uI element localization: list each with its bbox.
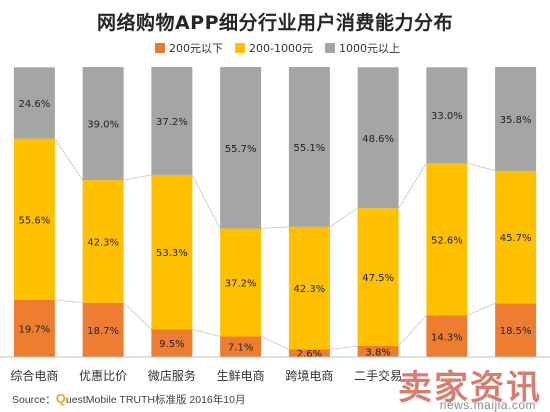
connector-line <box>467 162 496 172</box>
data-label: 42.3% <box>87 237 119 248</box>
connector-line <box>329 207 358 228</box>
legend-swatch-under-200 <box>155 43 165 53</box>
questmobile-q-logo: Q <box>55 391 66 406</box>
bar-segment <box>288 226 330 350</box>
legend-item-200-1000: 200-1000元 <box>235 40 313 56</box>
category-label: 跨境电商 <box>285 368 333 383</box>
bar-segment <box>495 303 537 357</box>
connector-line <box>398 162 427 209</box>
bar-segment <box>151 174 193 330</box>
legend-label-over-1000: 1000元以上 <box>338 42 400 55</box>
legend-label-200-1000: 200-1000元 <box>249 42 313 55</box>
data-label: 2.6% <box>297 349 322 360</box>
legend-item-under-200: 200元以下 <box>155 40 223 56</box>
data-label: 52.6% <box>431 235 463 246</box>
data-label: 39.0% <box>87 120 119 131</box>
source-note: Source：QuestMobile TRUTH标准版 2016年10月 <box>12 391 245 407</box>
legend-label-under-200: 200元以下 <box>169 42 223 55</box>
category-label: 二手交易 <box>354 368 402 383</box>
data-label: 42.3% <box>293 284 325 295</box>
chart-title: 网络购物APP细分行业用户消费能力分布 <box>96 12 454 34</box>
data-label: 24.6% <box>18 99 50 110</box>
legend-swatch-over-1000 <box>324 43 335 53</box>
data-label: 37.2% <box>225 278 257 289</box>
data-label: 14.3% <box>431 332 463 343</box>
bar-segment <box>426 162 468 316</box>
connector-line <box>329 345 358 350</box>
legend-swatch-200-1000 <box>235 43 245 53</box>
data-label: 53.3% <box>156 248 188 259</box>
data-label: 18.5% <box>500 326 532 337</box>
bar-segment <box>357 345 399 357</box>
bars-group <box>13 67 537 357</box>
category-labels-group: 综合电商 优惠比价 微店服务 生鲜电商 跨境电商 二手交易 <box>10 368 402 383</box>
bar-segment <box>151 67 193 175</box>
data-label: 55.1% <box>293 143 325 154</box>
connector-line <box>192 329 221 337</box>
bar-segment <box>220 336 262 357</box>
data-label: 33.0% <box>431 111 463 122</box>
data-label: 55.7% <box>225 144 257 155</box>
data-label: 19.7% <box>18 324 50 335</box>
watermark: 卖家资讯 news.maijia.com <box>372 360 542 412</box>
category-label: 优惠比价 <box>79 369 127 383</box>
connector-line <box>123 302 152 330</box>
data-label: 9.5% <box>159 339 184 350</box>
data-label: 48.6% <box>362 134 394 145</box>
data-label: 55.6% <box>18 215 50 226</box>
bar-segment <box>13 67 55 139</box>
connector-line <box>260 336 290 350</box>
connector-lines-group <box>54 138 496 350</box>
category-label: 生鲜电商 <box>217 368 265 383</box>
bar-segment <box>82 67 124 181</box>
connector-line <box>54 299 83 304</box>
bar-segment <box>288 67 330 227</box>
legend-item-over-1000: 1000元以上 <box>324 40 400 56</box>
connector-line <box>123 174 152 181</box>
connector-line <box>467 302 496 316</box>
bar-segment <box>13 138 55 300</box>
connector-line <box>261 226 289 229</box>
bar-segment <box>13 299 55 357</box>
category-label: 微店服务 <box>148 368 196 383</box>
data-label: 45.7% <box>500 233 532 244</box>
bar-segment <box>82 302 124 357</box>
bar-segment <box>82 180 124 303</box>
source-text: uestMobile TRUTH标准版 2016年10月 <box>65 394 246 406</box>
bar-segment <box>495 67 537 171</box>
source-prefix: Source： <box>12 394 56 406</box>
bar-segment <box>357 208 399 346</box>
connector-line <box>54 138 83 181</box>
category-label: 综合电商 <box>10 368 58 383</box>
bar-segment <box>357 67 399 209</box>
data-label: 37.2% <box>156 117 188 128</box>
bar-segment <box>220 228 262 337</box>
bar-segment <box>220 67 262 229</box>
bar-segment <box>288 349 330 357</box>
data-label: 47.5% <box>362 273 394 284</box>
connector-line <box>398 315 427 347</box>
data-label: 18.7% <box>87 326 119 337</box>
bar-segment <box>426 67 468 163</box>
data-label: 3.8% <box>365 347 390 358</box>
connector-line <box>192 174 221 229</box>
bar-segment <box>151 329 193 357</box>
data-labels-group: 19.7% 55.6% 24.6% 18.7% 42.3% 39.0% 9.5% 53.3% 3… <box>18 99 531 360</box>
bar-segment <box>495 170 537 304</box>
data-label: 7.1% <box>228 343 253 354</box>
data-label: 35.8% <box>500 115 532 126</box>
watermark-text: 卖家资讯 <box>398 369 542 407</box>
bar-segment <box>426 315 468 357</box>
watermark-url: news.maijia.com <box>439 398 536 412</box>
chart-legend: 200元以下 200-1000元 1000元以上 <box>155 40 412 56</box>
